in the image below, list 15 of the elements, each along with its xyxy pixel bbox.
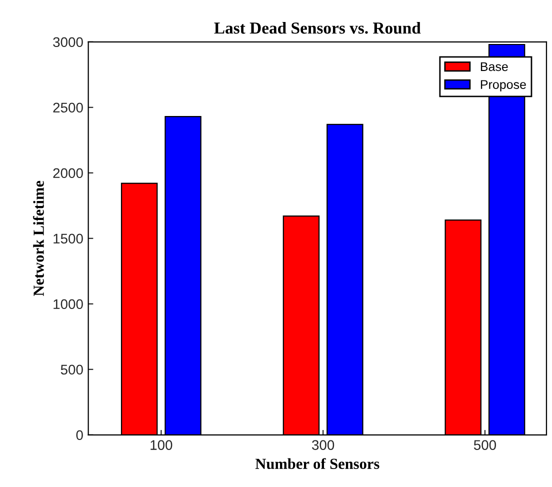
y-tick-label: 1000: [54, 299, 83, 310]
y-tick-label: 500: [60, 364, 83, 375]
x-axis-title: Number of Sensors: [255, 458, 380, 470]
legend-label: Base: [480, 62, 508, 72]
y-tick-label: 2000: [53, 168, 83, 178]
y-tick-label: 3000: [53, 37, 83, 48]
y-tick-label: 1500: [54, 234, 83, 244]
x-tick-label: 300: [312, 440, 334, 450]
y-tick-label: 2500: [53, 102, 83, 113]
y-tick-label: 0: [76, 430, 83, 440]
chart-title: Last Dead Sensors vs. Round: [214, 22, 421, 34]
x-tick-label: 100: [150, 440, 172, 450]
legend-label: Propose: [480, 80, 526, 92]
y-axis-title: Network Lifetime: [33, 180, 44, 296]
x-tick-label: 500: [474, 440, 496, 450]
